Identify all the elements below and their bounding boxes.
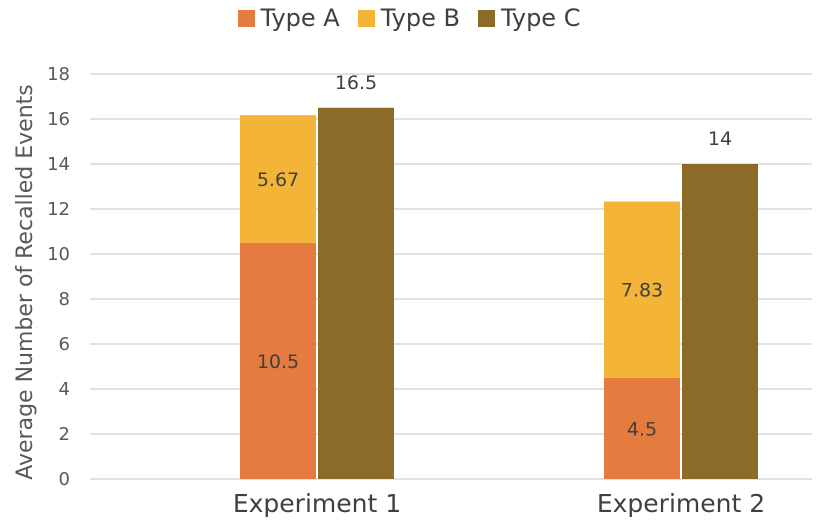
legend-item-type-a: Type A: [237, 4, 340, 32]
data-labels: 10.5 5.67 16.5 4.5 7.83 14: [257, 72, 732, 441]
y-tick-label: 2: [59, 424, 70, 445]
legend-label: Type C: [500, 4, 581, 32]
legend-label: Type A: [260, 4, 340, 32]
y-tick-label: 8: [59, 289, 70, 310]
bar-type-c-1: [318, 107, 394, 479]
bar-type-b-2: [604, 201, 680, 378]
legend-item-type-b: Type B: [357, 4, 460, 32]
category-label: Experiment 2: [597, 489, 765, 518]
legend-label: Type B: [380, 4, 460, 32]
y-tick-label: 14: [47, 154, 70, 175]
data-label: 4.5: [627, 418, 657, 440]
y-tick-label: 6: [59, 334, 70, 355]
category-label: Experiment 1: [233, 489, 401, 518]
bar-type-c-2: [682, 164, 758, 479]
bar-type-a-2: [604, 377, 680, 479]
y-tick-labels: 0 2 4 6 8 10 12 14 16 18: [47, 64, 70, 490]
y-tick-label: 12: [47, 199, 70, 220]
chart-legend: Type A Type B Type C: [0, 2, 818, 34]
bar-type-b-1: [240, 115, 316, 243]
data-label: 10.5: [257, 351, 299, 373]
data-label: 16.5: [335, 72, 377, 94]
y-tick-label: 0: [59, 469, 70, 490]
bar-type-a-1: [240, 242, 316, 479]
y-tick-label: 10: [47, 244, 70, 265]
y-tick-label: 18: [47, 64, 70, 85]
data-label: 7.83: [621, 280, 663, 302]
legend-item-type-c: Type C: [477, 4, 581, 32]
y-axis-title: Average Number of Recalled Events: [13, 84, 38, 480]
y-tick-label: 16: [47, 109, 70, 130]
data-label: 14: [708, 128, 732, 150]
y-tick-label: 4: [59, 379, 70, 400]
legend-swatch: [477, 9, 495, 27]
legend-swatch: [237, 9, 255, 27]
data-label: 5.67: [257, 169, 299, 191]
legend-swatch: [357, 9, 375, 27]
category-labels: Experiment 1 Experiment 2: [233, 489, 765, 518]
bars: [240, 107, 758, 479]
